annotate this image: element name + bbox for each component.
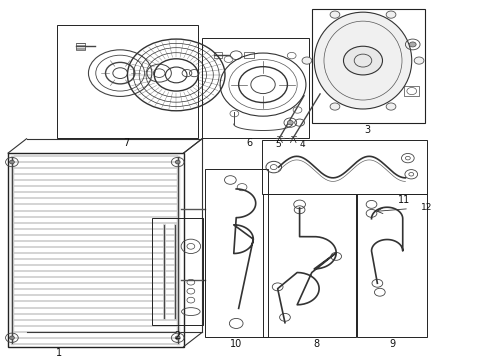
Circle shape xyxy=(343,46,382,75)
Circle shape xyxy=(175,160,180,164)
Text: 6: 6 xyxy=(246,138,252,148)
Circle shape xyxy=(408,42,415,47)
Text: 9: 9 xyxy=(388,338,394,348)
Bar xyxy=(204,169,267,337)
Text: 4: 4 xyxy=(299,140,304,149)
Bar xyxy=(76,42,85,50)
Text: 11: 11 xyxy=(398,195,410,205)
Circle shape xyxy=(413,57,423,64)
Text: 2: 2 xyxy=(174,331,180,341)
Circle shape xyxy=(386,11,395,18)
Text: 7: 7 xyxy=(123,138,129,148)
Circle shape xyxy=(9,336,14,339)
Text: 5: 5 xyxy=(274,140,280,149)
Bar xyxy=(214,52,221,58)
Bar xyxy=(311,9,424,123)
Bar xyxy=(263,194,355,337)
Bar xyxy=(202,39,308,138)
Bar xyxy=(356,194,427,337)
Text: 8: 8 xyxy=(313,338,319,348)
Bar xyxy=(8,153,183,347)
Bar xyxy=(57,25,198,138)
Circle shape xyxy=(329,11,339,18)
Circle shape xyxy=(287,121,293,125)
Bar xyxy=(261,140,427,194)
Circle shape xyxy=(329,103,339,110)
Text: 1: 1 xyxy=(56,348,62,358)
Circle shape xyxy=(386,103,395,110)
Circle shape xyxy=(175,336,180,339)
Ellipse shape xyxy=(314,12,411,109)
Circle shape xyxy=(302,57,311,64)
Text: 3: 3 xyxy=(364,125,370,135)
Bar xyxy=(152,218,203,325)
Text: 10: 10 xyxy=(230,338,242,348)
Text: 12: 12 xyxy=(420,203,432,212)
Bar xyxy=(244,52,254,58)
Bar xyxy=(404,86,418,96)
Circle shape xyxy=(9,160,14,164)
